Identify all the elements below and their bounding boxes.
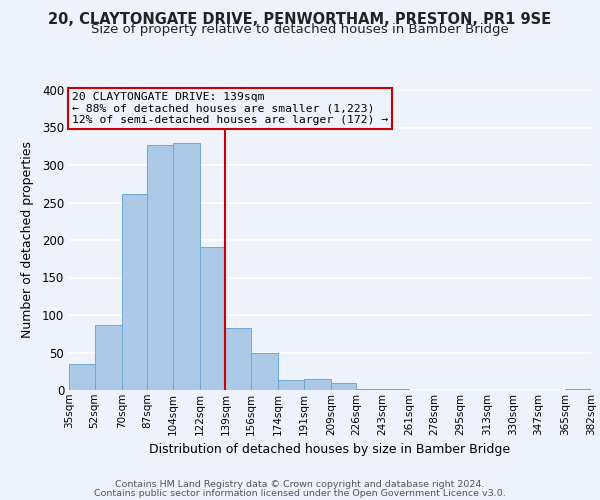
Y-axis label: Number of detached properties: Number of detached properties	[20, 142, 34, 338]
Text: Size of property relative to detached houses in Bamber Bridge: Size of property relative to detached ho…	[91, 24, 509, 36]
X-axis label: Distribution of detached houses by size in Bamber Bridge: Distribution of detached houses by size …	[149, 443, 511, 456]
Text: 20 CLAYTONGATE DRIVE: 139sqm
← 88% of detached houses are smaller (1,223)
12% of: 20 CLAYTONGATE DRIVE: 139sqm ← 88% of de…	[71, 92, 388, 124]
Bar	[331, 382, 356, 390]
Bar	[565, 388, 591, 390]
Text: 20, CLAYTONGATE DRIVE, PENWORTHAM, PRESTON, PR1 9SE: 20, CLAYTONGATE DRIVE, PENWORTHAM, PREST…	[49, 12, 551, 28]
Bar	[382, 389, 409, 390]
Bar	[173, 142, 200, 390]
Bar	[304, 379, 331, 390]
Bar	[251, 352, 278, 390]
Bar	[356, 389, 382, 390]
Bar	[278, 380, 304, 390]
Bar	[122, 194, 147, 390]
Bar	[69, 364, 95, 390]
Bar	[200, 246, 226, 390]
Text: Contains public sector information licensed under the Open Government Licence v3: Contains public sector information licen…	[94, 489, 506, 498]
Bar	[147, 145, 173, 390]
Bar	[226, 328, 251, 390]
Text: Contains HM Land Registry data © Crown copyright and database right 2024.: Contains HM Land Registry data © Crown c…	[115, 480, 485, 489]
Bar	[95, 325, 122, 390]
